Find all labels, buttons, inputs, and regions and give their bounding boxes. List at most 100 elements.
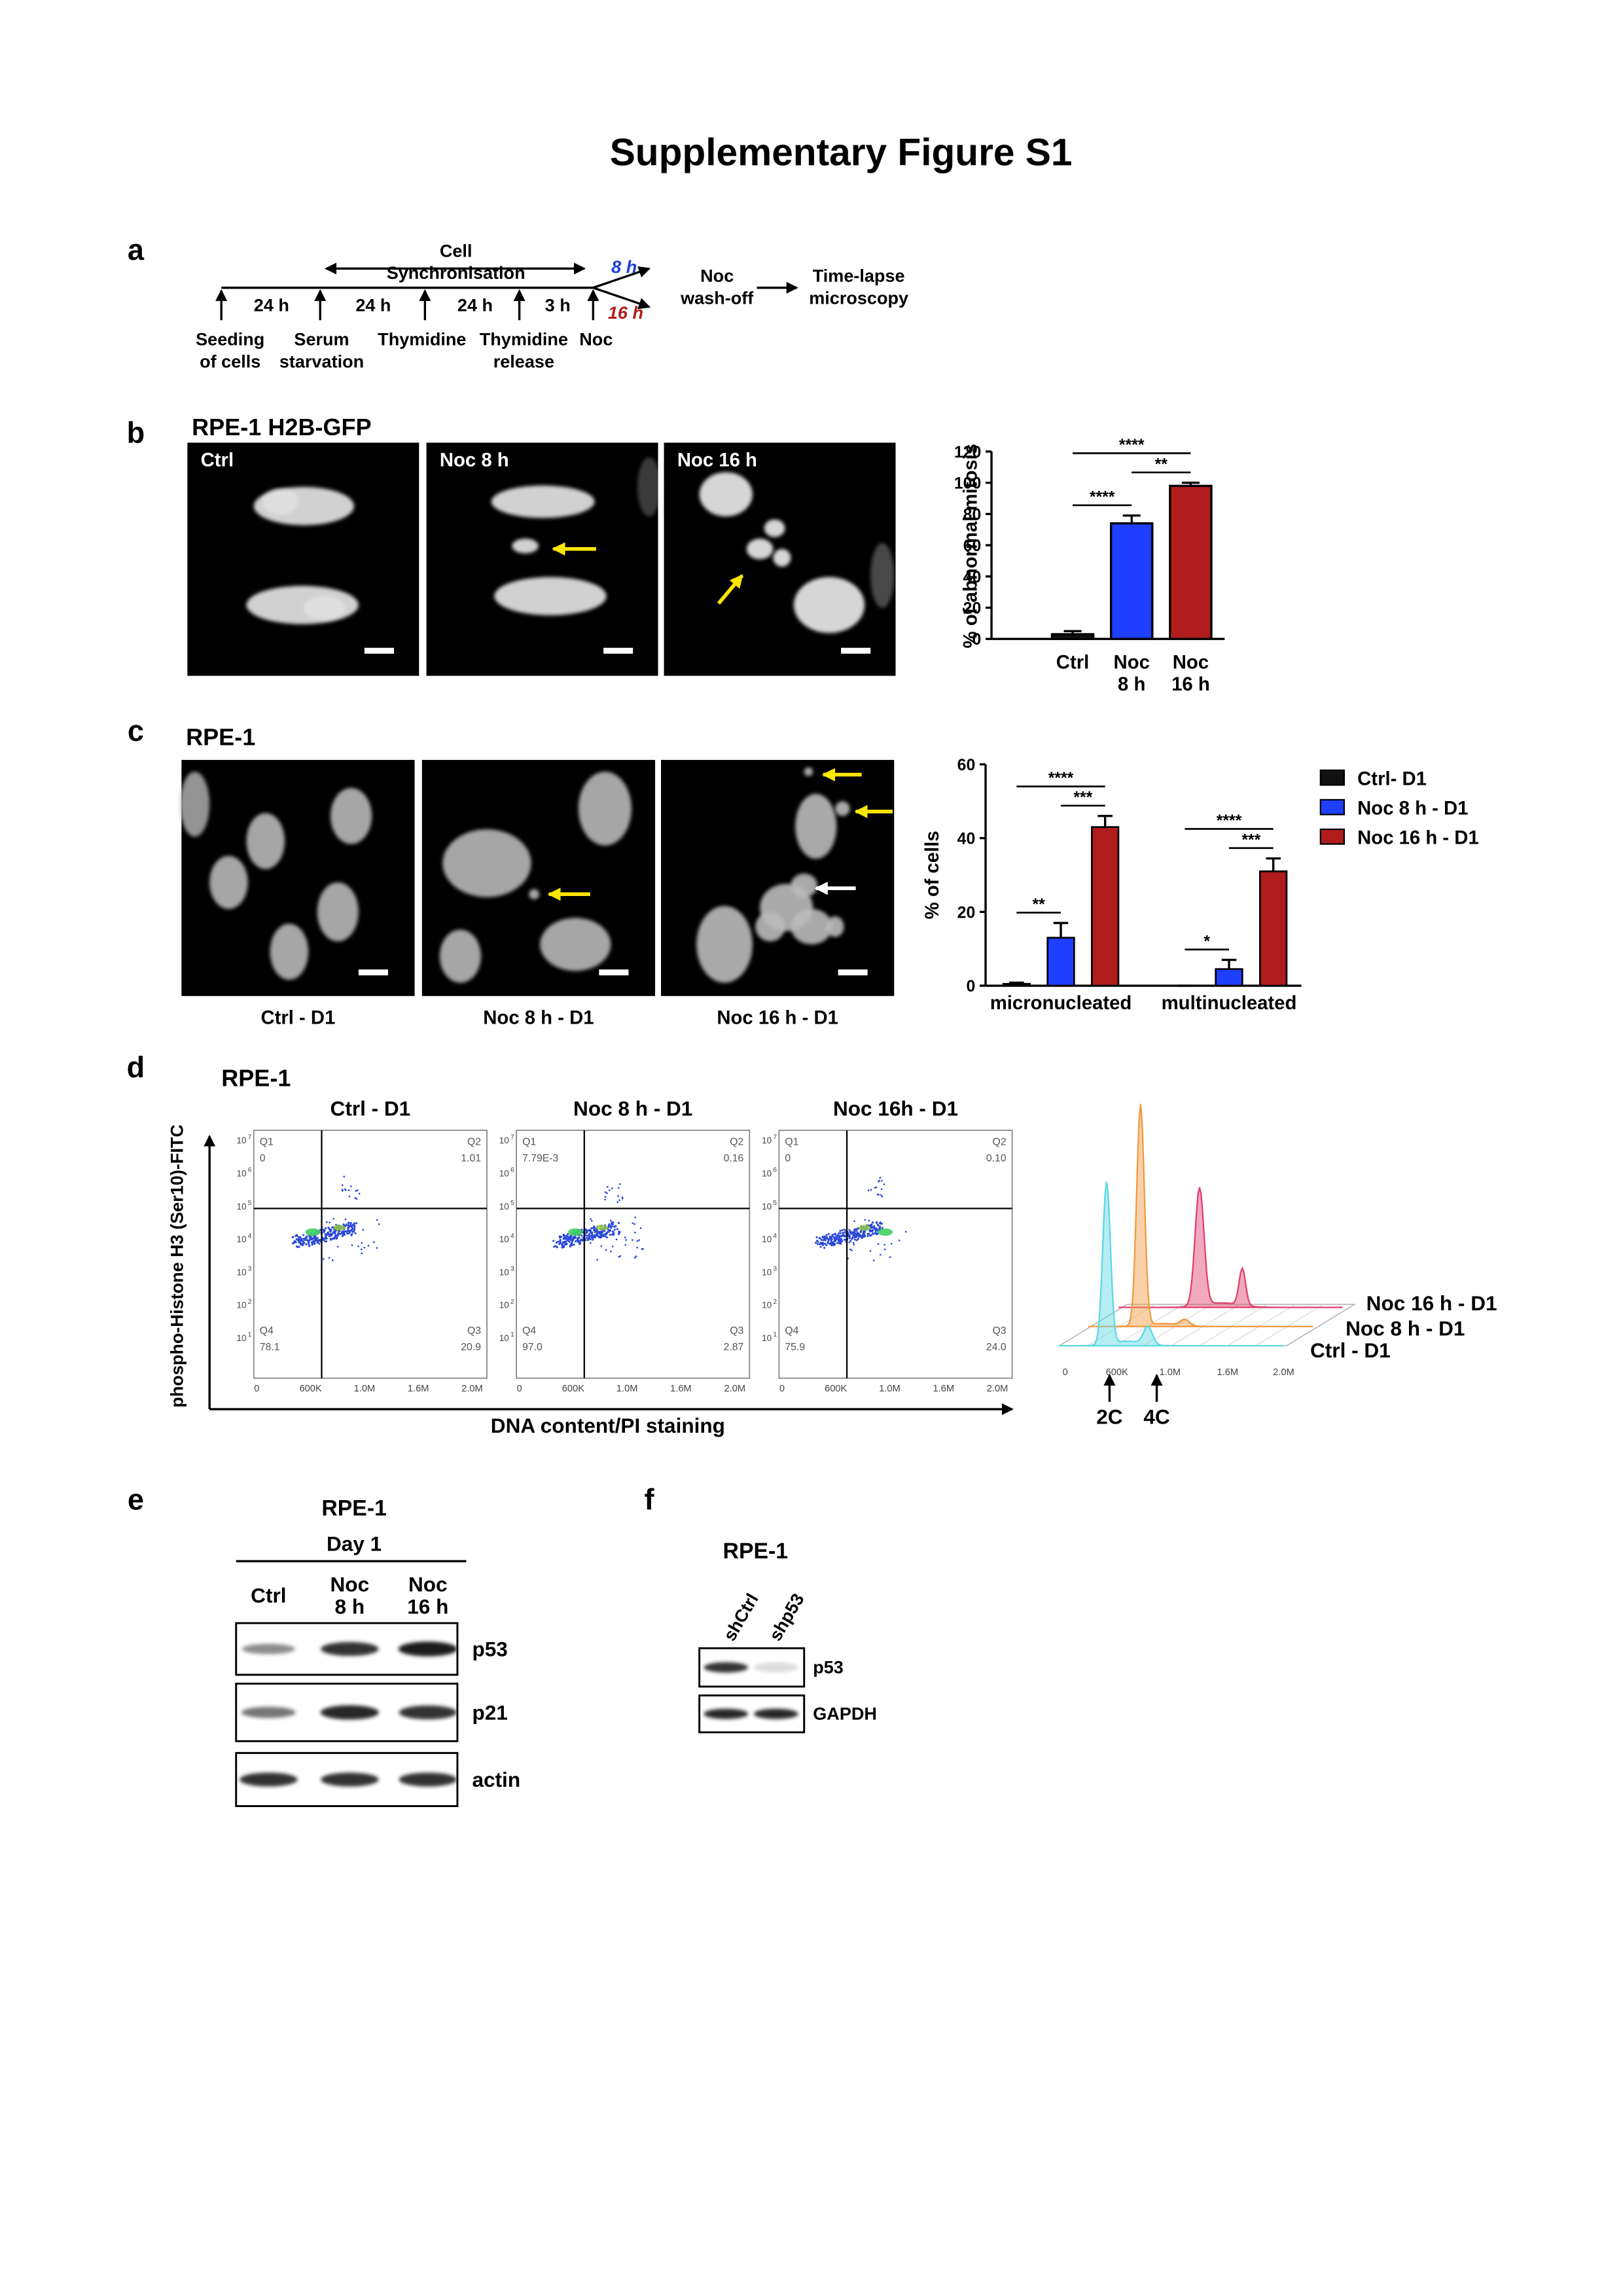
event-dot [330, 1239, 332, 1241]
y-tick-exponent: 1 [510, 1331, 514, 1338]
event-dot [864, 1235, 866, 1238]
event-dot [617, 1222, 620, 1225]
event-dot [872, 1259, 875, 1262]
event-dot [344, 1218, 347, 1221]
event-label: starvation [279, 351, 364, 371]
nucleus [209, 855, 248, 909]
x-tick-label: 1.6M [408, 1384, 429, 1394]
plot-title: Ctrl - D1 [330, 1096, 411, 1120]
event-dot [610, 1250, 612, 1253]
event-dot [611, 1225, 613, 1228]
event-dot [553, 1246, 556, 1248]
event-label: Noc [579, 330, 613, 350]
event-dot [825, 1244, 828, 1247]
event-dot [825, 1234, 828, 1236]
y-tick-exponent: 1 [248, 1331, 252, 1338]
event-dot [851, 1238, 853, 1240]
event-density [305, 1228, 321, 1236]
event-dot [574, 1240, 577, 1243]
y-tick-label: 10 [236, 1333, 246, 1343]
nucleus [699, 472, 753, 517]
event-dot [881, 1179, 883, 1182]
x-tick-label: 1.0M [354, 1384, 376, 1394]
blot-label: GAPDH [813, 1704, 877, 1724]
event-dot [337, 1246, 339, 1248]
image-label: Noc 16 h [677, 449, 757, 471]
event-dot [302, 1242, 304, 1245]
event-dot [832, 1241, 834, 1244]
event-dot [607, 1229, 609, 1231]
nucleus [304, 596, 346, 620]
event-dot [579, 1242, 582, 1244]
event-dot [325, 1221, 328, 1223]
y-tick-exponent: 2 [773, 1299, 777, 1306]
event-dot [559, 1240, 562, 1242]
event-dot [833, 1240, 836, 1242]
event-dot [857, 1234, 860, 1236]
quadrant-name: Q2 [730, 1136, 743, 1147]
interval-label: 3 h [545, 296, 571, 315]
panel-title: RPE-1 [321, 1496, 387, 1520]
event-density [859, 1225, 871, 1231]
event-dot [855, 1239, 859, 1242]
y-tick-label: 100 [954, 475, 981, 493]
blot-band [241, 1706, 296, 1718]
series-label: Noc 8 h - D1 [1346, 1316, 1465, 1340]
quadrant-value: 24.0 [986, 1342, 1007, 1353]
significance-label: *** [1073, 789, 1092, 806]
x-tick-label: 16 h [1171, 673, 1210, 695]
event-dot [635, 1255, 637, 1257]
event-dot [342, 1230, 344, 1233]
microscopy-image [661, 760, 895, 996]
event-dot [617, 1195, 619, 1197]
event-dot [590, 1219, 593, 1222]
branch-arrow [592, 287, 651, 310]
event-dot [639, 1227, 642, 1229]
quadrant-value: 75.9 [785, 1342, 805, 1353]
event-dot [572, 1237, 575, 1240]
event-dot [879, 1176, 882, 1179]
event-dot [593, 1236, 596, 1238]
event-dot [355, 1198, 358, 1200]
event-density [596, 1225, 608, 1231]
event-dot [824, 1242, 827, 1246]
event-dot [318, 1240, 321, 1242]
event-dot [376, 1247, 378, 1249]
nucleus [773, 548, 791, 567]
y-tick-label: 10 [499, 1234, 509, 1244]
x-tick-label: 1.6M [933, 1384, 954, 1394]
event-dot [564, 1242, 567, 1246]
event-dot [834, 1232, 836, 1235]
panel-label: a [128, 233, 145, 266]
event-dot [329, 1234, 332, 1236]
event-dot [841, 1229, 844, 1231]
event-dot [299, 1241, 302, 1244]
event-density [878, 1228, 893, 1236]
event-dot [590, 1242, 592, 1244]
blot-band [321, 1772, 379, 1787]
event-dot [817, 1240, 819, 1243]
event-dot [618, 1231, 621, 1234]
nucleus [804, 767, 813, 776]
y-axis-label: phospho-Histone H3 (Ser10)-FITC [168, 1124, 187, 1408]
event-dot [883, 1183, 885, 1185]
y-tick-exponent: 2 [510, 1299, 514, 1306]
event-dot [854, 1238, 857, 1241]
event-dot [857, 1235, 861, 1238]
image-label: Ctrl [201, 449, 234, 471]
event-dot [317, 1239, 319, 1242]
bar [1215, 968, 1243, 987]
nucleus [540, 918, 611, 971]
event-dot [346, 1232, 349, 1235]
event-dot [325, 1227, 327, 1230]
event-dot [314, 1238, 317, 1240]
x-tick-label: 600K [825, 1384, 847, 1394]
y-tick-exponent: 5 [510, 1200, 514, 1207]
y-tick-label: 60 [957, 757, 976, 774]
event-dot [843, 1235, 846, 1238]
event-dot [606, 1186, 609, 1188]
event-dot [602, 1234, 605, 1237]
event-label: Seeding [196, 330, 264, 350]
event-dot [855, 1228, 857, 1230]
series-label: Ctrl - D1 [1310, 1338, 1391, 1362]
